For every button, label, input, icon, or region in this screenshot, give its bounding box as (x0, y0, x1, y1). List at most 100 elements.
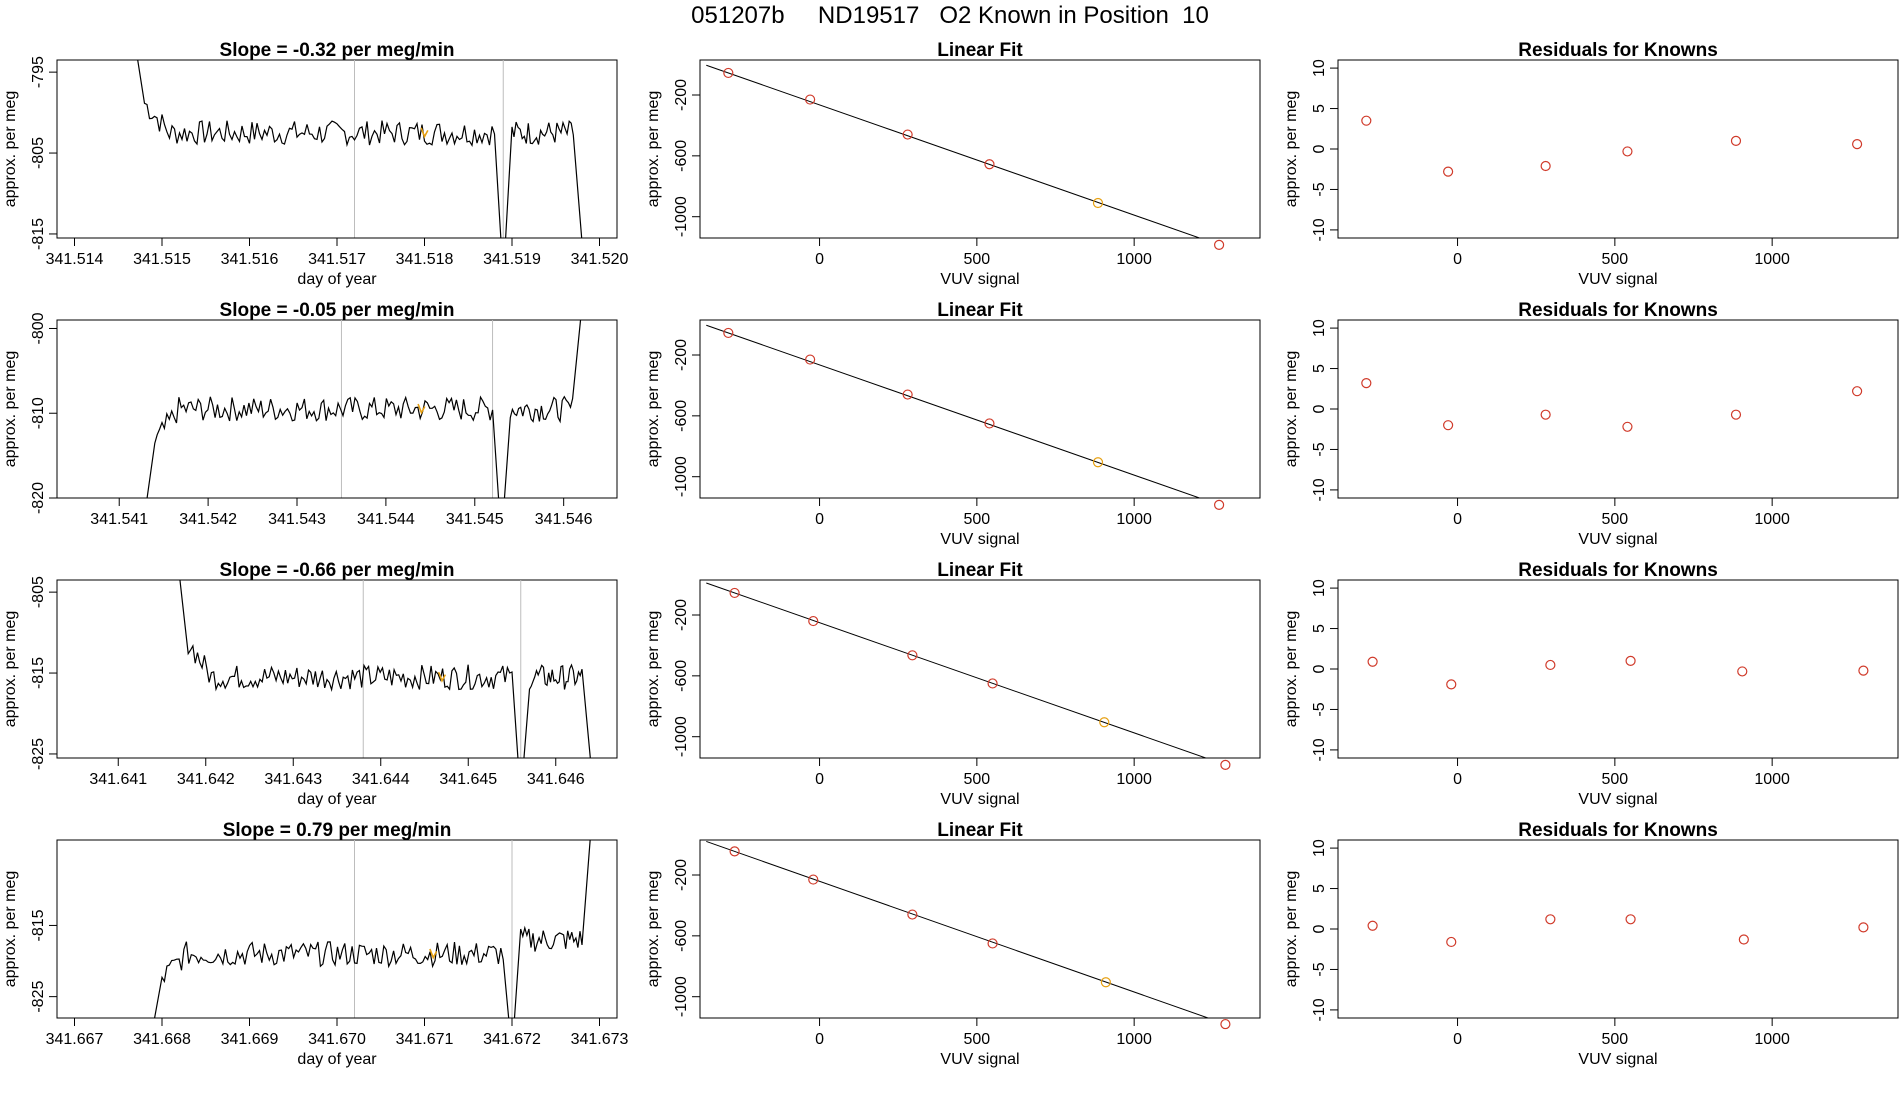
y-tick-label: -600 (673, 400, 690, 432)
residual-point (1622, 421, 1633, 432)
plot-title: Residuals for Knowns (1518, 560, 1718, 581)
residual-point (1446, 679, 1457, 690)
y-tick-label: 10 (1311, 579, 1328, 597)
plot-frame (1337, 839, 1899, 1019)
x-tick-label: 341.541 (90, 511, 148, 528)
x-axis-label: VUV signal (940, 1051, 1019, 1068)
residual-point (1858, 665, 1869, 676)
y-tick-label: -200 (673, 79, 690, 111)
y-tick-label: -5 (1311, 962, 1328, 976)
y-tick-label: -815 (30, 657, 47, 689)
y-axis-label: approx. per meg (1283, 611, 1300, 728)
y-tick-label: -820 (30, 482, 47, 514)
residual-point (1443, 420, 1454, 431)
fit-line (706, 582, 1208, 758)
plot-title: Linear Fit (937, 300, 1023, 321)
x-tick-label: 0 (815, 771, 824, 788)
plot-title: Slope = -0.05 per meg/min (220, 300, 455, 321)
y-tick-label: 0 (1311, 924, 1328, 933)
x-tick-label: 341.519 (483, 251, 541, 268)
fit-point (1214, 499, 1225, 510)
y-tick-label: 5 (1311, 364, 1328, 373)
y-tick-label: -5 (1311, 702, 1328, 716)
plot-frame (56, 59, 618, 239)
fit-point (1092, 197, 1104, 209)
plot-area (179, 580, 591, 758)
fit-point (1092, 457, 1104, 468)
x-tick-label: 0 (1453, 251, 1462, 268)
y-tick-label: -1000 (673, 976, 690, 1017)
fit-point (987, 938, 998, 949)
y-tick-label: -815 (30, 218, 47, 250)
plot-frame (699, 839, 1261, 1019)
y-axis-label: approx. per meg (645, 871, 662, 988)
y-tick-label: 10 (1311, 319, 1328, 337)
y-tick-label: 0 (1311, 664, 1328, 673)
plot-frame (699, 59, 1261, 239)
x-tick-label: 500 (1602, 251, 1629, 268)
highlight-segment (420, 127, 429, 139)
plot-area (706, 64, 1202, 238)
x-tick-label: 500 (964, 251, 991, 268)
x-tick-label: 341.644 (352, 771, 410, 788)
x-tick-label: 1000 (1116, 251, 1152, 268)
y-tick-label: -600 (673, 660, 690, 692)
x-tick-label: 341.672 (483, 1031, 541, 1048)
x-tick-label: 500 (964, 771, 991, 788)
residual-point (1443, 166, 1454, 177)
x-axis-label: VUV signal (940, 271, 1019, 288)
plot-area (706, 840, 1210, 1018)
x-tick-label: 500 (964, 511, 991, 528)
x-tick-label: 341.517 (308, 251, 366, 268)
x-tick-label: 0 (1453, 511, 1462, 528)
y-tick-label: -200 (673, 339, 690, 371)
y-axis-label: approx. per meg (2, 351, 19, 468)
x-tick-label: 0 (815, 251, 824, 268)
x-tick-label: 341.646 (527, 771, 585, 788)
y-tick-label: -10 (1311, 998, 1328, 1021)
residual-point (1367, 920, 1378, 931)
y-tick-label: -1000 (673, 456, 690, 497)
fit-point (805, 354, 816, 365)
plot-frame (1337, 319, 1899, 499)
x-tick-label: 500 (1602, 1031, 1629, 1048)
fit-line (706, 840, 1210, 1018)
x-tick-label: 341.546 (535, 511, 593, 528)
plot-area (146, 320, 582, 498)
fit-point (1099, 717, 1110, 728)
y-axis-label: approx. per meg (2, 91, 19, 208)
x-tick-label: 341.543 (268, 511, 326, 528)
fit-point (987, 678, 998, 689)
plot-area (153, 840, 591, 1018)
plot-area (706, 582, 1208, 758)
x-tick-label: 1000 (1754, 771, 1790, 788)
y-tick-label: -600 (673, 140, 690, 172)
residual-point (1361, 115, 1372, 126)
y-tick-label: -800 (30, 312, 47, 344)
residual-point (1737, 666, 1748, 677)
y-tick-label: 0 (1311, 404, 1328, 413)
data-trace-line (146, 320, 582, 498)
y-tick-label: 5 (1311, 104, 1328, 113)
residual-point (1545, 914, 1556, 925)
x-tick-label: 500 (1602, 511, 1629, 528)
y-tick-label: -5 (1311, 182, 1328, 196)
fit-point (805, 94, 816, 105)
x-tick-label: 341.645 (439, 771, 497, 788)
x-tick-label: 341.643 (264, 771, 322, 788)
highlight-segment (429, 948, 438, 960)
y-tick-label: -1000 (673, 716, 690, 757)
x-axis-label: day of year (297, 1051, 377, 1068)
fit-point (907, 909, 918, 920)
residual-point (1367, 656, 1378, 667)
residual-point (1625, 655, 1636, 667)
page-title: 051207b ND19517 O2 Known in Position 10 (691, 2, 1209, 29)
x-axis-label: VUV signal (1578, 1051, 1657, 1068)
x-tick-label: 341.514 (46, 251, 104, 268)
fit-point (984, 418, 995, 429)
plot-frame (56, 579, 618, 759)
x-tick-label: 341.668 (133, 1031, 191, 1048)
x-tick-label: 341.670 (308, 1031, 366, 1048)
y-tick-label: -10 (1311, 478, 1328, 501)
